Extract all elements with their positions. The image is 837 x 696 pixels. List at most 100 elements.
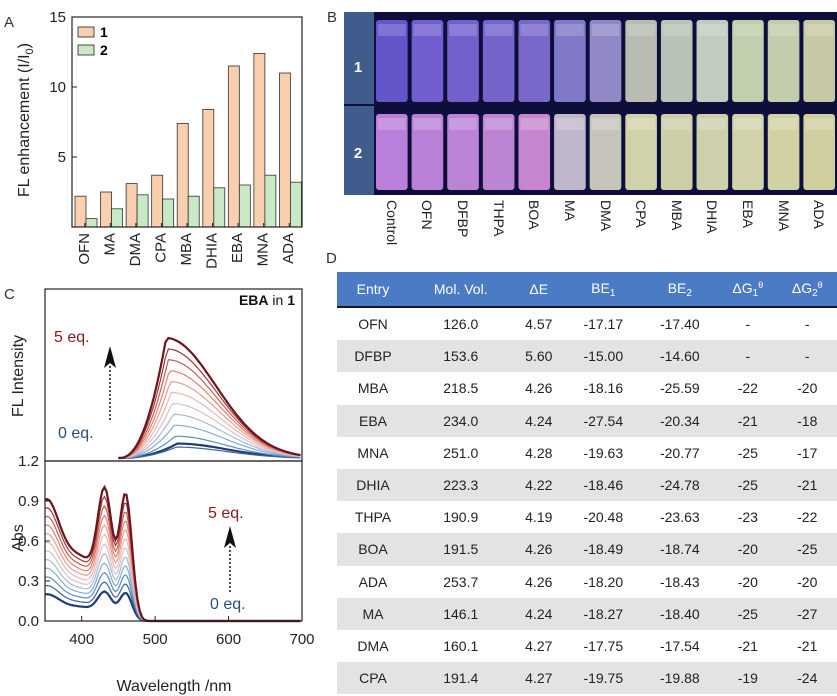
table-cell: 190.9 (443, 509, 479, 526)
vial-cap (734, 24, 762, 36)
table-cell: 4.27 (525, 637, 553, 654)
table-cell: DFBP (337, 340, 409, 373)
abs-y-tick-label: 0.6 (18, 533, 39, 550)
vial-row2 (589, 114, 622, 190)
table-cell: -27 (777, 597, 837, 630)
vial-row2 (767, 114, 800, 190)
table-header-cell: ΔE (512, 272, 566, 308)
abs-x-tick-label: 700 (289, 631, 314, 648)
table-cell: -17 (797, 444, 818, 461)
header-text: ΔE (529, 281, 549, 297)
table-row: THPA 190.9 4.19 -20.48 -23.63 -23 -22 (337, 501, 837, 533)
vial-cap (378, 24, 406, 36)
row-label-2: 2 (354, 145, 362, 162)
table-cell: 253.7 (443, 573, 479, 590)
table-cell: 4.24 (512, 404, 566, 437)
bar-series-2 (187, 195, 200, 228)
sample-name: DFBP (455, 200, 472, 238)
fl-top-label: 5 eq. (54, 329, 90, 346)
table-row: CPA 191.4 4.27 -19.75 -19.88 -19 -24 (337, 662, 837, 695)
bar-series-2 (264, 174, 277, 228)
table-cell: -25 (737, 444, 758, 461)
legend: 1 2 (77, 24, 108, 58)
fl-curve (118, 424, 301, 459)
table-cell: -24 (777, 662, 837, 695)
table-header-cell: BE1 (565, 272, 642, 308)
vial-row1 (803, 20, 835, 102)
table-cell: -18.40 (641, 597, 719, 630)
vial-row1 (518, 20, 551, 102)
table-row: DHIA 223.3 4.22 -18.46 -24.78 -25 -21 (337, 468, 837, 502)
panel-letter-a: A (4, 14, 15, 31)
header-text: Mol. Vol. (433, 281, 488, 297)
table-cell: -25 (718, 597, 778, 630)
table-row: ADA 253.7 4.26 -18.20 -18.43 -20 -20 (337, 566, 837, 598)
table-cell: 5.60 (512, 340, 566, 373)
table-cell: BOA (337, 533, 409, 566)
fl-curve (118, 359, 301, 459)
abs-y-axis-label: Abs (10, 524, 27, 552)
vial-row2 (803, 114, 835, 190)
abs-top-label: 5 eq. (208, 505, 244, 522)
fl-enhancement-bar-chart: FL enhancement (I/I0) 5 10 15 OFN MA DMA CPA M… (16, 9, 303, 269)
bar-series-2 (213, 187, 226, 228)
table-cell: - (745, 316, 751, 333)
header-superscript: θ (817, 279, 823, 290)
table-cell: -20 (797, 573, 818, 590)
legend-swatch-2 (77, 44, 95, 56)
table-cell: -25 (777, 533, 837, 566)
panel-letter-d: D (326, 250, 337, 267)
table-cell: -18.46 (565, 468, 642, 502)
table-row: MA 146.1 4.24 -18.27 -18.40 -25 -27 (337, 597, 837, 630)
abs-arrow-head (224, 526, 236, 548)
vial-cap (805, 24, 833, 36)
table-header-cell: Mol. Vol. (408, 272, 513, 308)
sample-name: THPA (490, 200, 507, 237)
vial-row2 (696, 114, 729, 190)
abs-curve (44, 590, 301, 623)
header-subscript: 2 (812, 287, 818, 299)
x-tick-label: DHIA (204, 233, 221, 269)
table-cell: - (804, 316, 810, 333)
table-cell: -15.00 (565, 340, 642, 373)
table-cell: -21 (718, 404, 778, 437)
table-cell: -18.20 (583, 573, 624, 590)
header-text: Entry (356, 281, 390, 297)
table-cell: CPA (337, 662, 409, 695)
vial-cap (627, 118, 655, 130)
vial-photo: 1 2 (344, 12, 837, 195)
table-cell: -20.34 (641, 404, 719, 437)
table-cell: - (718, 340, 778, 373)
x-tick-label: OFN (76, 233, 93, 265)
abs-y-tick-label: 0.9 (18, 493, 39, 510)
table-cell: -19.63 (583, 444, 624, 461)
bar-series-1 (74, 195, 87, 228)
bar-series-2 (85, 218, 98, 228)
table-cell: -17.17 (583, 316, 624, 333)
table-cell: -25 (718, 468, 778, 502)
legend-label-2: 2 (100, 42, 108, 58)
vial-cap (662, 118, 691, 130)
abs-curve (44, 504, 301, 622)
vial-cap (520, 118, 549, 130)
table-row: MNA 251.0 4.28 -19.63 -20.77 -25 -17 (337, 437, 837, 469)
abs-curve (44, 514, 301, 622)
table-row: DFBP 153.6 5.60 -15.00 -14.60- - (337, 340, 837, 373)
table-cell: 4.28 (525, 444, 553, 461)
table-cell: -20 (718, 533, 778, 566)
abs-x-tick-label: 600 (216, 631, 241, 648)
table-cell: 251.0 (443, 444, 479, 461)
vial-cap (556, 24, 584, 36)
x-tick-label: CPA (152, 233, 169, 263)
abs-y-tick-label: 0.3 (18, 573, 39, 590)
legend-swatch-1 (77, 26, 95, 38)
vial-cap (627, 24, 655, 36)
table-header-cell: ΔG1θ (718, 272, 778, 308)
x-tick-label: DMA (127, 233, 144, 266)
bar-series-1 (253, 53, 266, 228)
abs-x-tick-label: 400 (69, 631, 94, 648)
vial-cap (484, 24, 513, 36)
row-label-1: 1 (354, 59, 362, 76)
fl-curve (118, 442, 301, 460)
table-cell: 153.6 (408, 340, 513, 373)
